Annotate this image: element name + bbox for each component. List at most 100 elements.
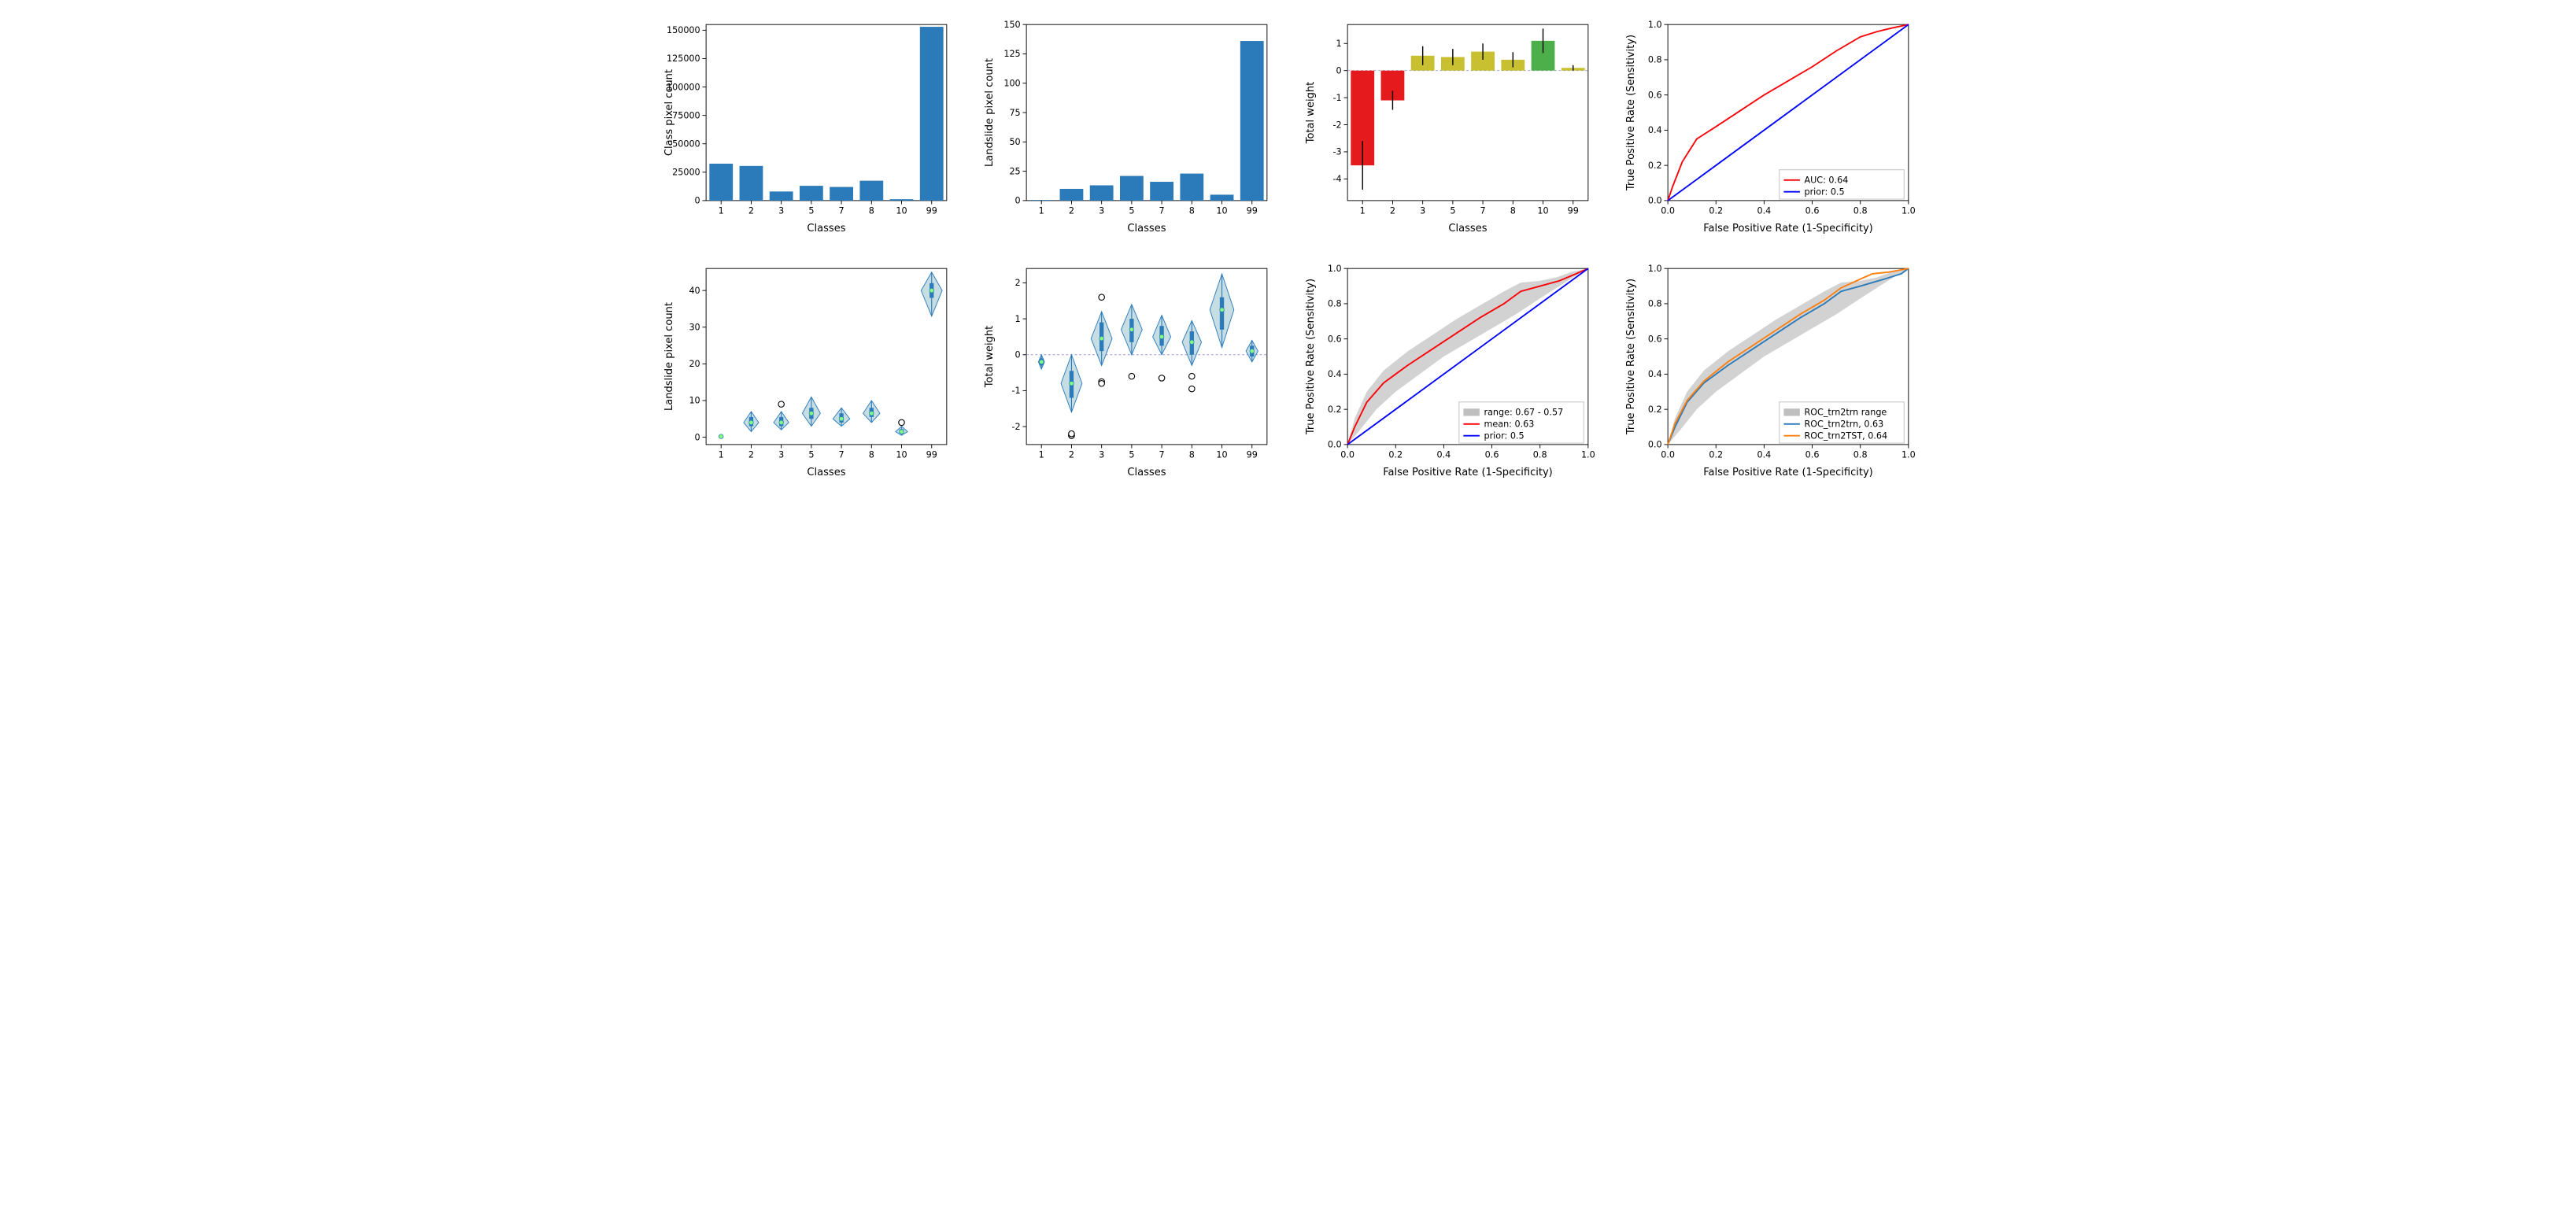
svg-text:1: 1 — [1359, 206, 1365, 216]
svg-text:3: 3 — [1420, 206, 1425, 216]
svg-text:Classes: Classes — [1127, 223, 1166, 235]
svg-text:3: 3 — [1099, 449, 1104, 460]
svg-text:1: 1 — [1336, 39, 1341, 49]
svg-text:Classes: Classes — [1127, 467, 1166, 478]
svg-text:1: 1 — [1039, 206, 1044, 216]
svg-text:0: 0 — [694, 196, 700, 206]
svg-text:0: 0 — [1015, 349, 1021, 360]
panel-1-4: 0.00.20.40.60.81.00.00.20.40.60.81.0Fals… — [1621, 16, 1918, 236]
svg-text:5: 5 — [1129, 449, 1134, 460]
svg-text:1.0: 1.0 — [1902, 206, 1916, 216]
svg-text:0.0: 0.0 — [1661, 206, 1675, 216]
panel-2-3: 0.00.20.40.60.81.00.00.20.40.60.81.0Fals… — [1300, 260, 1598, 480]
svg-text:1.0: 1.0 — [1327, 264, 1341, 274]
svg-text:7: 7 — [1159, 449, 1165, 460]
svg-text:0.2: 0.2 — [1327, 404, 1341, 414]
svg-text:prior: 0.5: prior: 0.5 — [1804, 187, 1844, 197]
svg-text:Classes: Classes — [807, 223, 845, 235]
svg-text:0.6: 0.6 — [1805, 206, 1820, 216]
svg-text:0.4: 0.4 — [1757, 206, 1772, 216]
svg-text:Classes: Classes — [807, 467, 845, 478]
svg-text:Total weight: Total weight — [984, 325, 996, 388]
panel-2-1: 0102030401235781099ClassesLandslide pixe… — [659, 260, 956, 480]
svg-text:Landslide pixel count: Landslide pixel count — [663, 302, 675, 411]
panel-1-2: 02550751001251501235781099ClassesLandsli… — [979, 16, 1277, 236]
panel-1-3: -4-3-2-1011235781099ClassesTotal weight — [1300, 16, 1598, 236]
svg-text:0.8: 0.8 — [1648, 298, 1662, 308]
svg-text:125: 125 — [1003, 49, 1020, 59]
svg-text:10: 10 — [896, 206, 907, 216]
svg-text:100: 100 — [1003, 78, 1020, 88]
panel-2-4: 0.00.20.40.60.81.00.00.20.40.60.81.0Fals… — [1621, 260, 1918, 480]
svg-text:0.2: 0.2 — [1709, 206, 1723, 216]
svg-text:-2: -2 — [1012, 421, 1021, 431]
svg-text:150: 150 — [1003, 20, 1020, 30]
svg-text:5: 5 — [808, 206, 814, 216]
svg-text:7: 7 — [1480, 206, 1485, 216]
svg-text:1.0: 1.0 — [1902, 449, 1916, 460]
svg-text:Total weight: Total weight — [1305, 82, 1317, 145]
svg-text:75: 75 — [1009, 108, 1020, 118]
svg-text:99: 99 — [1247, 206, 1258, 216]
svg-text:True Positive Rate (Sensitivit: True Positive Rate (Sensitivity) — [1305, 279, 1317, 435]
svg-text:5: 5 — [1129, 206, 1134, 216]
svg-text:3: 3 — [1099, 206, 1104, 216]
svg-text:prior: 0.5: prior: 0.5 — [1484, 430, 1524, 441]
svg-text:10: 10 — [1537, 206, 1548, 216]
svg-text:1: 1 — [718, 206, 723, 216]
svg-text:-4: -4 — [1332, 174, 1341, 184]
svg-text:8: 8 — [868, 206, 874, 216]
svg-text:False Positive Rate (1-Specifi: False Positive Rate (1-Specificity) — [1383, 467, 1553, 478]
svg-text:2: 2 — [1069, 449, 1074, 460]
svg-text:99: 99 — [1567, 206, 1578, 216]
svg-text:True Positive Rate (Sensitivit: True Positive Rate (Sensitivity) — [1625, 279, 1637, 435]
svg-text:2: 2 — [748, 449, 753, 460]
svg-text:AUC: 0.64: AUC: 0.64 — [1804, 175, 1848, 186]
svg-text:0.6: 0.6 — [1484, 449, 1499, 460]
svg-text:0.8: 0.8 — [1853, 449, 1868, 460]
svg-text:8: 8 — [868, 449, 874, 460]
svg-text:10: 10 — [689, 395, 700, 405]
svg-text:-1: -1 — [1332, 93, 1341, 103]
svg-text:2: 2 — [1069, 206, 1074, 216]
svg-text:10: 10 — [1216, 449, 1227, 460]
svg-text:0.4: 0.4 — [1436, 449, 1451, 460]
svg-text:-3: -3 — [1332, 147, 1341, 157]
svg-text:0.0: 0.0 — [1648, 196, 1662, 206]
panel-1-1: 0250005000075000100000125000150000123578… — [659, 16, 956, 236]
svg-text:ROC_trn2trn range: ROC_trn2trn range — [1804, 407, 1887, 417]
svg-text:7: 7 — [1159, 206, 1165, 216]
svg-text:ROC_trn2TST, 0.64: ROC_trn2TST, 0.64 — [1804, 430, 1887, 441]
svg-text:0.6: 0.6 — [1327, 334, 1341, 344]
svg-text:Class pixel count: Class pixel count — [663, 69, 675, 156]
svg-text:125000: 125000 — [667, 54, 700, 64]
svg-text:8: 8 — [1189, 449, 1195, 460]
svg-text:-2: -2 — [1332, 120, 1341, 130]
svg-text:1.0: 1.0 — [1648, 264, 1662, 274]
svg-text:2: 2 — [1389, 206, 1395, 216]
svg-text:0.8: 0.8 — [1327, 298, 1341, 308]
svg-text:0: 0 — [1336, 65, 1341, 76]
svg-text:5: 5 — [808, 449, 814, 460]
svg-text:5: 5 — [1450, 206, 1455, 216]
svg-text:0.0: 0.0 — [1327, 439, 1341, 449]
svg-text:20: 20 — [689, 359, 700, 369]
svg-text:Landslide pixel count: Landslide pixel count — [984, 58, 996, 167]
svg-text:75000: 75000 — [672, 110, 700, 120]
svg-text:2: 2 — [748, 206, 753, 216]
svg-text:0.0: 0.0 — [1648, 439, 1662, 449]
svg-text:0.4: 0.4 — [1648, 369, 1662, 379]
svg-text:30: 30 — [689, 322, 700, 332]
svg-text:150000: 150000 — [667, 25, 700, 35]
svg-text:8: 8 — [1189, 206, 1195, 216]
svg-text:0: 0 — [1015, 196, 1021, 206]
svg-text:0.2: 0.2 — [1709, 449, 1723, 460]
svg-text:0.6: 0.6 — [1648, 334, 1662, 344]
svg-text:25: 25 — [1009, 166, 1020, 176]
svg-text:0.6: 0.6 — [1805, 449, 1820, 460]
svg-text:1: 1 — [1015, 313, 1021, 323]
svg-text:99: 99 — [926, 449, 937, 460]
svg-text:3: 3 — [778, 449, 784, 460]
svg-text:False Positive Rate (1-Specifi: False Positive Rate (1-Specificity) — [1703, 467, 1873, 478]
svg-text:2: 2 — [1015, 278, 1021, 288]
